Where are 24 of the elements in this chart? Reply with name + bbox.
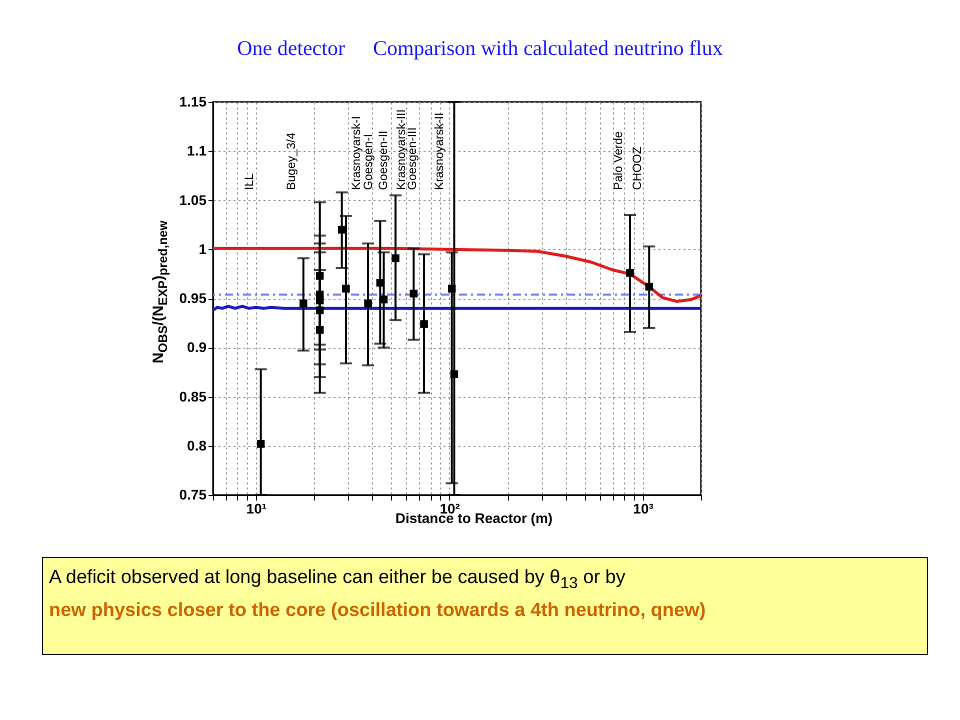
y-tick-label: 0.9 <box>187 339 207 356</box>
annotation: Bugey_3/4 <box>284 132 298 190</box>
annotation: Krasnoyarsk-I <box>349 116 363 190</box>
y-tick-label: 0.75 <box>179 486 207 502</box>
y-tick-label: 1 <box>198 240 207 257</box>
annotation: Krasnoyarsk-II <box>432 112 446 190</box>
annotation: Palo Verde <box>611 130 625 190</box>
annotation: Krasnoyarsk-III <box>394 109 408 190</box>
y-tick-label: 0.8 <box>187 437 207 454</box>
chart-subtitle: Comparison with calculated neutrino flux <box>372 36 723 60</box>
text: new physics closer to the core (oscillation towards a 4th neutrino, qnew) <box>49 598 707 623</box>
annotation: ILL <box>242 172 256 190</box>
annotation: CHOOZ <box>630 146 644 190</box>
y-tick-label: 1.1 <box>187 142 207 159</box>
x-tick-label: 10³ <box>633 500 654 516</box>
y-tick-label: 0.95 <box>179 290 207 306</box>
chart-title: One detector <box>237 36 345 60</box>
y-tick-label: 1.05 <box>179 192 207 208</box>
y-tick-label: 1.15 <box>179 94 207 110</box>
x-tick-label: 10¹ <box>246 500 267 516</box>
annotation: Goesgen-I <box>361 134 375 190</box>
annotation: Goesgen-II <box>376 130 390 190</box>
text: A deficit observed at long baseline can either be caused by θ$_{13}$ or by <box>49 566 626 594</box>
y-tick-label: 0.85 <box>179 388 207 404</box>
